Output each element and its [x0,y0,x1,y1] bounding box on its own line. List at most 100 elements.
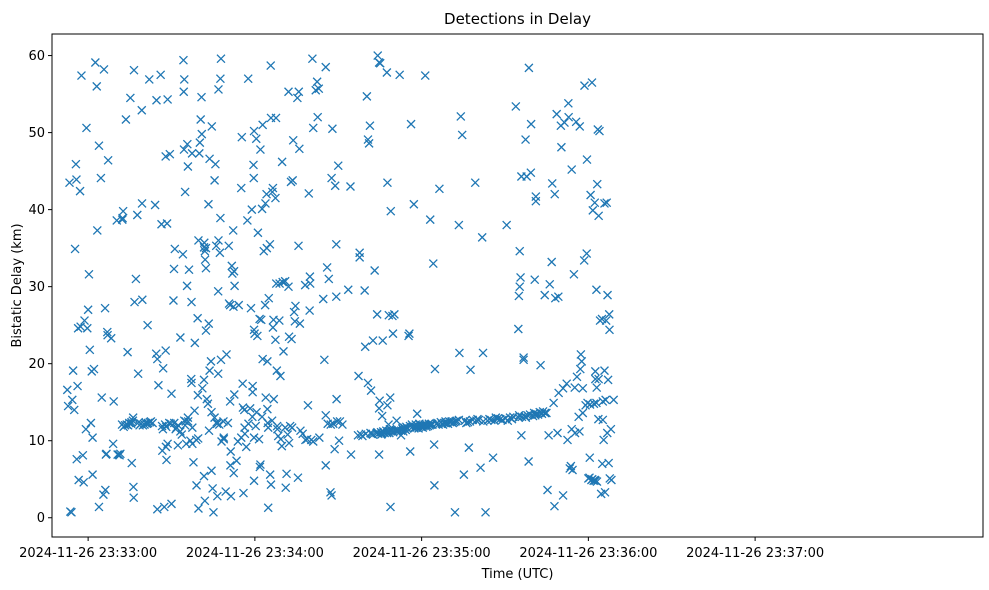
data-point [540,408,550,418]
data-point [404,331,414,341]
data-point [270,193,280,203]
data-point [592,179,602,189]
data-point [68,366,78,376]
data-point [592,477,602,486]
data-point [128,416,138,426]
data-point [62,385,72,395]
data-point [346,182,355,191]
data-point [404,329,414,339]
data-point [591,285,601,295]
data-point [129,65,139,75]
data-point [459,470,469,480]
data-point [71,159,81,169]
data-point [295,319,305,329]
data-point [575,364,585,374]
data-point [256,315,266,325]
data-point [253,228,263,238]
data-point [128,482,138,492]
data-point [249,325,259,335]
data-point [307,54,317,64]
data-point [215,248,225,258]
data-point [249,126,259,136]
data-point [326,487,335,497]
data-point [168,296,178,305]
data-point [234,300,244,310]
data-point [84,269,94,279]
data-point [290,316,300,326]
data-point [284,87,293,97]
data-point [81,424,91,434]
data-point [226,447,236,456]
data-point [208,484,218,493]
data-point [590,198,600,208]
data-point [592,383,602,393]
data-point [137,295,147,305]
data-point [88,433,98,443]
data-point [288,175,298,185]
data-point [179,87,189,97]
data-point [173,420,183,430]
data-point [103,155,113,165]
data-point [604,309,614,319]
data-point [360,342,370,352]
data-point [182,281,192,291]
data-point [158,363,168,373]
data-point [589,399,599,409]
data-point [536,360,546,370]
data-point [225,396,235,406]
data-point [132,210,142,220]
data-point [271,113,281,123]
data-point [330,444,340,454]
data-point [280,423,290,433]
data-point [364,138,374,148]
data-point [284,282,293,292]
data-point [321,62,331,72]
data-point [249,476,259,486]
y-tick-label: 60 [28,49,45,64]
data-point [545,279,555,289]
axis-ticks: 2024-11-26 23:33:00 2024-11-26 23:34:00 20… [19,49,824,561]
data-point [247,205,257,215]
data-point [368,336,378,346]
data-point [516,272,526,282]
data-point [79,477,89,487]
data-point [600,366,609,376]
data-point [560,118,569,128]
data-point [526,168,536,178]
data-point [370,266,380,275]
data-point [585,453,595,463]
data-point [277,157,287,167]
data-point [598,415,608,425]
data-point [75,186,85,196]
data-point [563,435,572,445]
data-point [602,198,612,208]
data-point [205,366,215,376]
data-point [562,379,572,389]
data-point [262,404,272,414]
data-point [308,437,318,446]
data-point [599,435,609,445]
data-point [372,309,382,319]
data-point [409,199,419,209]
data-point [73,323,83,333]
data-point [150,200,160,210]
data-point [434,184,444,194]
data-point [162,455,171,465]
data-point [245,403,255,413]
data-point [137,199,147,208]
data-point [200,496,210,506]
data-point [90,58,100,67]
data-point [322,262,332,272]
data-point [246,303,256,313]
data-point [72,454,82,464]
data-point [382,178,392,188]
data-point [187,378,196,388]
data-point [374,403,384,413]
data-point [477,232,487,242]
data-point [252,407,262,417]
data-point [215,213,225,223]
data-point [70,244,80,254]
y-tick-label: 50 [28,126,45,141]
data-markers [62,51,619,517]
data-point [354,371,363,381]
